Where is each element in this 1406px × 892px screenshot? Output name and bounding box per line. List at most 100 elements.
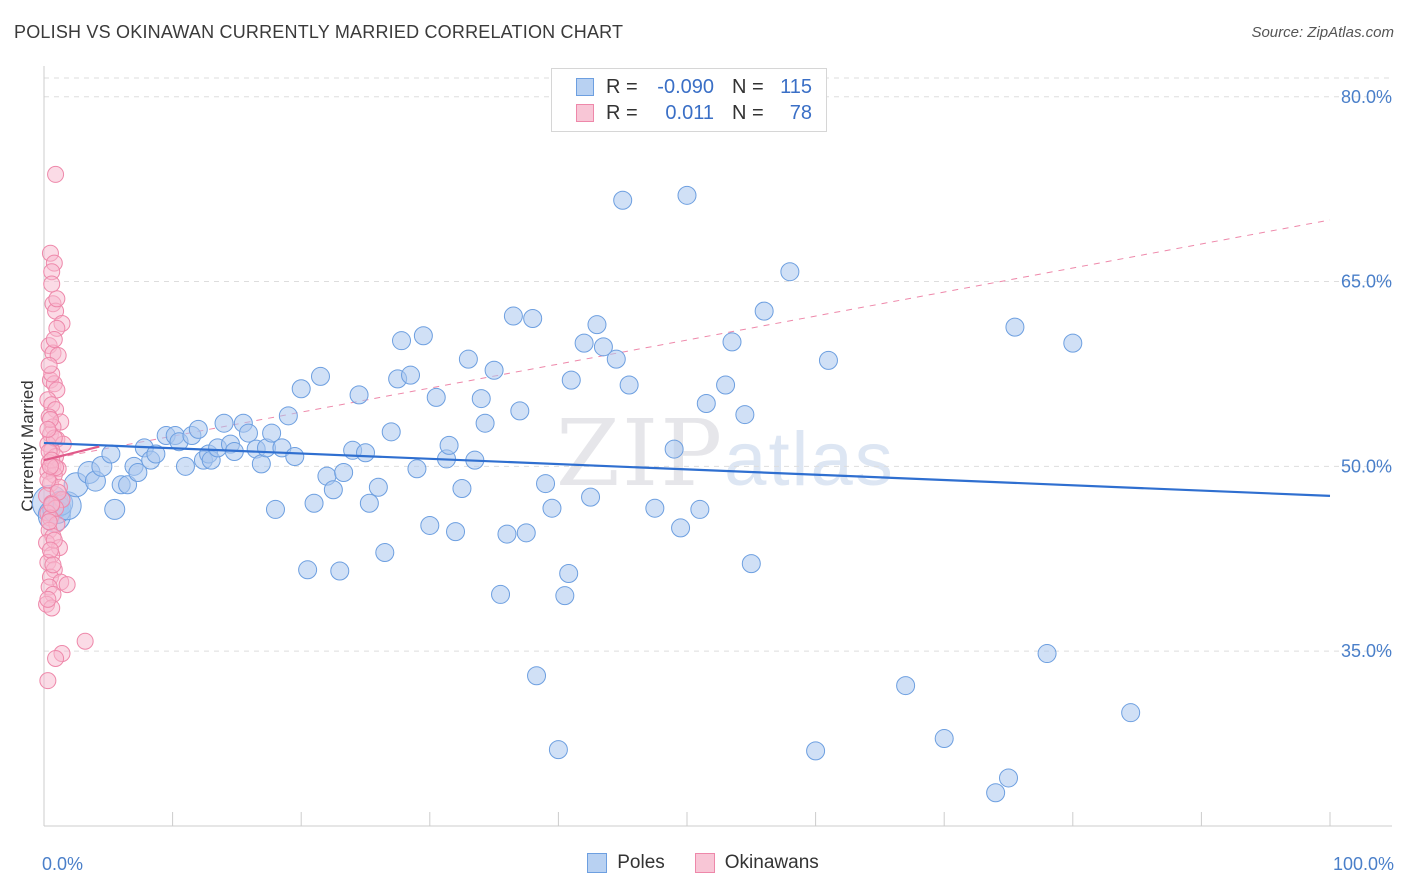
poles-point (613, 190, 633, 210)
poles-point (146, 444, 166, 464)
poles-point (593, 337, 613, 357)
poles-point (555, 586, 575, 606)
poles-point (677, 185, 697, 205)
poles-point (491, 584, 511, 604)
poles-point (356, 443, 375, 463)
poles-point (1063, 333, 1083, 353)
poles-point (690, 499, 710, 519)
poles-point (735, 405, 755, 425)
poles-point (310, 366, 330, 386)
poles-point (696, 394, 716, 414)
okinawans-legend-label: Okinawans (724, 852, 819, 873)
poles-point (671, 518, 691, 538)
poles-point (722, 332, 742, 352)
poles-point (265, 499, 285, 519)
okinawans-point (76, 632, 94, 650)
poles-point (214, 413, 234, 433)
page-title: POLISH VS OKINAWAN CURRENTLY MARRIED COR… (14, 22, 624, 42)
okinawans-point (43, 496, 61, 514)
okinawans-point (48, 290, 66, 308)
okinawans-point (40, 513, 58, 531)
poles-swatch (576, 78, 594, 96)
legend-item-okinawans: Okinawans (694, 852, 819, 874)
poles-trend-line (43, 441, 1331, 497)
x-tick-label: 0.0% (42, 854, 83, 874)
legend-r-label: R = (606, 101, 638, 124)
poles-point (606, 349, 626, 369)
stats-legend: R = -0.090 N = 115 R = 0.011 N = 78 (551, 68, 827, 132)
legend-n-label: N = (732, 75, 764, 98)
poles-point (330, 561, 350, 581)
poles-point (323, 480, 343, 500)
poles-point (1037, 644, 1057, 664)
poles-point (285, 446, 305, 466)
poles-point (407, 459, 427, 479)
poles-point (503, 306, 523, 326)
poles-point (381, 422, 401, 442)
legend-r-label: R = (606, 75, 638, 98)
poles-point (523, 309, 543, 329)
y-tick-label: 50.0% (1341, 456, 1392, 476)
watermark-zip: ZIP (556, 400, 725, 507)
poles-point (587, 315, 607, 335)
legend-n-label: N = (732, 101, 764, 124)
poles-point (101, 444, 121, 464)
poles-point (291, 379, 311, 399)
poles-point (716, 375, 736, 395)
poles-point (619, 375, 639, 395)
watermark-atlas: atlas (724, 417, 895, 502)
poles-point (118, 475, 138, 495)
poles-point (510, 401, 530, 421)
watermark: ZIPatlas (556, 400, 895, 507)
y-tick-label: 35.0% (1341, 641, 1392, 661)
poles-point (128, 462, 148, 482)
poles-point (278, 406, 298, 426)
poles-point (251, 454, 271, 474)
y-tick-label: 80.0% (1341, 87, 1392, 107)
poles-point (536, 474, 556, 494)
poles-point (559, 563, 579, 583)
legend-n-value: 78 (789, 101, 812, 124)
poles-point (561, 370, 581, 390)
poles-point (392, 331, 412, 351)
poles-point (349, 385, 369, 405)
legend-row-poles: R = -0.090 N = 115 (576, 75, 812, 99)
poles-point (934, 729, 954, 749)
poles-point (334, 462, 354, 482)
poles-point (471, 389, 491, 409)
okinawans-point (44, 556, 62, 574)
poles-point (298, 560, 318, 580)
poles-point (818, 350, 838, 370)
poles-point (999, 768, 1018, 788)
poles-point (1005, 317, 1025, 337)
poles-point (542, 498, 562, 518)
poles-point (262, 423, 282, 443)
poles-point (780, 262, 800, 282)
poles-point (413, 326, 433, 346)
x-tick-label: 100.0% (1333, 854, 1394, 874)
source-credit: Source: ZipAtlas.com (1251, 24, 1394, 41)
series-legend: Poles Okinawans (0, 852, 1406, 874)
poles-point (581, 487, 601, 507)
poles-point (475, 413, 495, 433)
poles-point (401, 365, 421, 385)
poles-point (375, 543, 395, 563)
okinawans-point (39, 672, 57, 690)
y-tick-label: 65.0% (1341, 272, 1392, 292)
okinawans-point (39, 590, 57, 608)
poles-legend-label: Poles (617, 852, 665, 873)
okinawans-point (47, 165, 65, 183)
okinawans-trend-line (43, 445, 100, 462)
poles-point (175, 456, 195, 476)
y-axis-label: Currently Married (18, 380, 37, 511)
okinawans-point (58, 576, 76, 594)
poles-point (754, 301, 774, 321)
poles-point (1121, 703, 1141, 723)
poles-point (452, 478, 472, 498)
poles-point (516, 523, 536, 543)
legend-r-value: 0.011 (665, 101, 714, 124)
poles-point (497, 524, 517, 544)
legend-n-value: 115 (780, 75, 812, 98)
poles-point (458, 349, 478, 369)
poles-point (238, 423, 258, 443)
